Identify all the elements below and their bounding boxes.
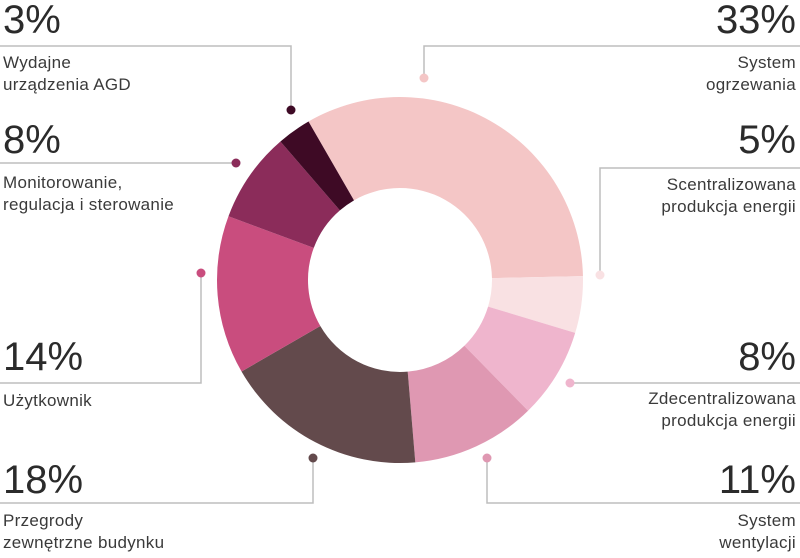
value-label: 3% (3, 0, 61, 42)
category-label: Użytkownik (3, 391, 92, 410)
donut-slice (217, 216, 321, 372)
donut-slice (280, 121, 354, 211)
leader-dot (482, 453, 492, 463)
donut-slice (464, 306, 576, 411)
category-label: Zdecentralizowana produkcja energii (648, 389, 796, 430)
leader-dot (308, 453, 318, 463)
category-label: Monitorowanie, regulacja i sterowanie (3, 173, 175, 214)
leader-line (599, 167, 800, 275)
donut-slice (241, 326, 416, 463)
donut-slice (407, 345, 529, 463)
category-label: Wydajne urządzenia AGD (3, 53, 131, 94)
value-label: 8% (3, 118, 61, 162)
donut-slice (228, 141, 340, 248)
leader-line (0, 458, 314, 504)
leader-line (0, 45, 292, 110)
leader-dot (595, 270, 605, 280)
value-label: 11% (718, 458, 796, 502)
leader-line (486, 458, 800, 504)
category-label: System wentylacji (719, 511, 796, 552)
leader-dot (565, 378, 575, 388)
category-label: Scentralizowana produkcja energii (661, 175, 796, 216)
leader-dot (419, 73, 429, 83)
leader-dot (231, 158, 241, 168)
category-label: Przegrody zewnętrzne budynku (3, 511, 165, 552)
value-label: 14% (3, 335, 84, 379)
donut-slice (488, 276, 583, 333)
value-label: 8% (738, 335, 796, 379)
value-label: 18% (3, 458, 84, 502)
donut-slice (308, 97, 583, 279)
value-label: 5% (738, 118, 796, 162)
leader-line (423, 45, 800, 78)
value-label: 33% (715, 0, 796, 42)
category-label: System ogrzewania (706, 53, 796, 94)
leader-dot (286, 105, 296, 115)
leader-dot (196, 268, 206, 278)
leader-line (0, 273, 202, 384)
